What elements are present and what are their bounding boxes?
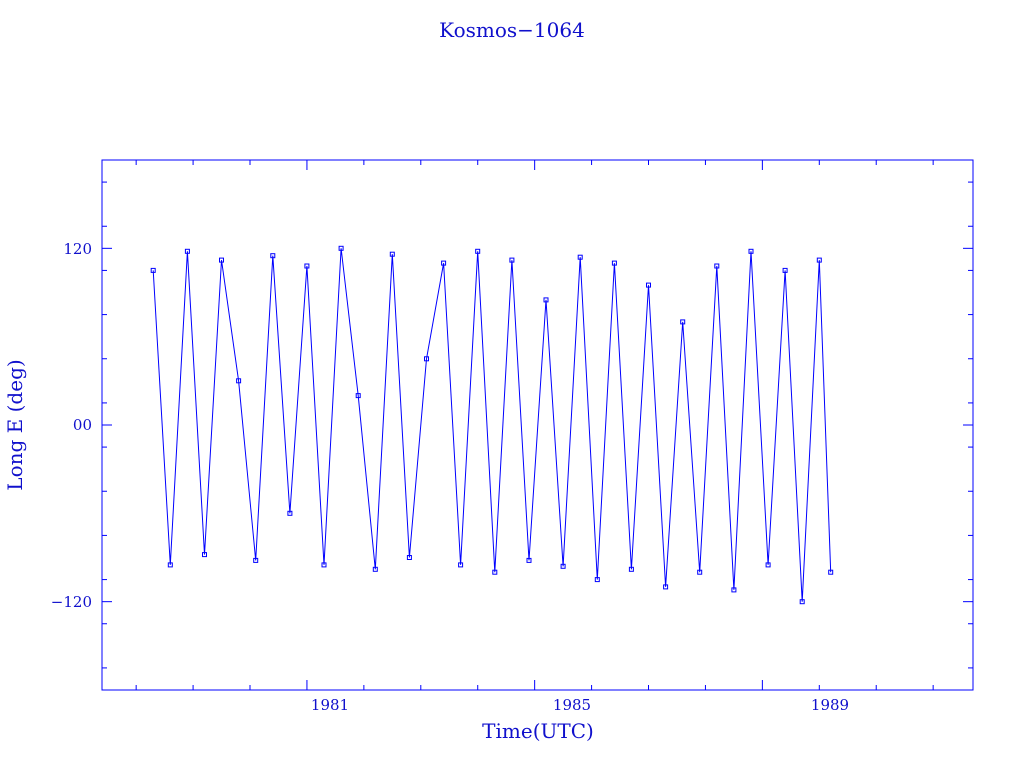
- data-point: [321, 562, 327, 568]
- y-tick-label-120: 120: [63, 240, 92, 258]
- data-point: [816, 257, 822, 263]
- data-point: [799, 599, 805, 605]
- data-point: [372, 566, 378, 572]
- data-point: [338, 245, 344, 251]
- data-point: [731, 587, 737, 593]
- data-point: [219, 257, 224, 263]
- data-point: [270, 253, 276, 259]
- x-tick-label-1981: 1981: [311, 696, 349, 714]
- data-point: [509, 257, 515, 263]
- data-point: [646, 282, 651, 288]
- data-point: [560, 563, 566, 569]
- data-point: [202, 552, 207, 558]
- data-point: [628, 566, 634, 572]
- data-point: [355, 393, 361, 399]
- series-line: [152, 248, 832, 602]
- data-point: [663, 584, 669, 590]
- data-point: [697, 569, 703, 575]
- data-point: [828, 569, 834, 575]
- data-point: [441, 260, 447, 266]
- data-point: [594, 577, 600, 583]
- data-point: [492, 569, 498, 575]
- y-axis-label: Long E (deg): [3, 359, 27, 490]
- data-point: [287, 510, 293, 516]
- y-tick-label-00: 00: [73, 416, 92, 434]
- data-point: [424, 356, 429, 362]
- data-point: [577, 254, 583, 260]
- data-point: [184, 248, 190, 254]
- data-point: [765, 562, 771, 568]
- data-point: [236, 378, 242, 384]
- data-point: [475, 248, 481, 254]
- data-point: [748, 248, 754, 254]
- data-point: [714, 263, 720, 269]
- data-point: [680, 319, 686, 325]
- x-axis-label: Time(UTC): [482, 719, 594, 743]
- data-point: [782, 267, 788, 273]
- data-point: [458, 562, 464, 568]
- data-point: [167, 562, 173, 568]
- data-point: [150, 267, 156, 273]
- data-point: [304, 263, 310, 269]
- tick-layer: [102, 160, 973, 690]
- y-tick-label-neg120: −120: [51, 593, 92, 611]
- data-point: [526, 557, 532, 563]
- x-tick-label-1985: 1985: [553, 696, 591, 714]
- data-point: [406, 555, 412, 560]
- data-point: [389, 251, 395, 257]
- data-point: [543, 297, 549, 303]
- data-point: [611, 260, 617, 266]
- data-point: [253, 557, 259, 563]
- chart-title: Kosmos−1064: [439, 18, 585, 42]
- data-layer: [150, 245, 834, 605]
- x-tick-label-1989: 1989: [811, 696, 849, 714]
